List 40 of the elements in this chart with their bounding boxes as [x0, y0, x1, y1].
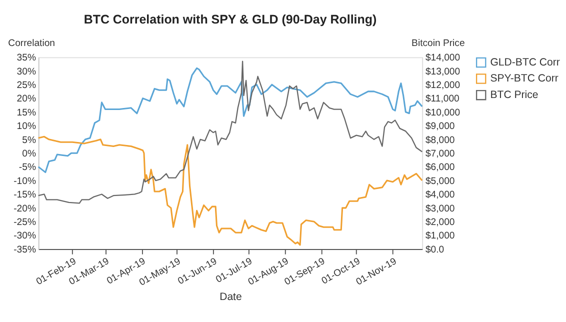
y-tick-label: 30%	[16, 66, 36, 78]
chart-title: BTC Correlation with SPY & GLD (90-Day Rolling)	[84, 12, 377, 27]
y2-tick-label: $5,000	[425, 176, 455, 187]
y-tick-label: -30%	[14, 230, 36, 242]
y2-tick-label: $9,000	[425, 121, 455, 132]
y2-tick-label: $7,000	[425, 148, 455, 160]
y2-tick-label: $1,000	[425, 230, 455, 242]
y-tick-label: -5%	[18, 162, 36, 174]
y-tick-label: 5%	[22, 134, 36, 146]
y2-tick-label: $6,000	[425, 162, 455, 174]
y2-tick-label: $11,000	[425, 94, 460, 105]
y2-tick-label: $14,000	[425, 52, 460, 64]
y2-tick-label: $4,000	[425, 190, 455, 201]
y-tick-label: 20%	[16, 94, 36, 105]
y-tick-label: -10%	[14, 176, 36, 187]
y2-tick-label: $12,000	[425, 80, 460, 91]
line-series	[38, 67, 423, 174]
y-tick-label: 0%	[22, 148, 36, 160]
y-tick-label: -25%	[14, 217, 36, 228]
line-series	[38, 136, 423, 246]
y2-axis-title: Bitcoin Price	[412, 38, 465, 50]
y-tick-label: 10%	[16, 121, 36, 132]
y2-tick-label: $3,000	[425, 203, 455, 214]
x-axis-title: Date	[220, 290, 242, 303]
y2-tick-label: $2,000	[425, 217, 455, 228]
legend-label: SPY-BTC Corr	[490, 72, 559, 85]
legend-label: BTC Price	[490, 88, 538, 101]
y-tick-label: 35%	[16, 52, 36, 64]
line-series	[38, 60, 423, 204]
y-tick-label: -35%	[14, 244, 36, 256]
y2-tick-label: $0.0	[425, 244, 444, 256]
y-tick-label: 15%	[16, 107, 36, 118]
y2-tick-label: $8,000	[425, 134, 455, 146]
y-tick-label: -20%	[14, 203, 36, 214]
legend-label: GLD-BTC Corr	[490, 56, 560, 68]
y-axis-title: Correlation	[8, 38, 56, 50]
y2-tick-label: $10,000	[425, 107, 460, 118]
y-tick-label: -15%	[14, 190, 36, 201]
y-tick-label: 25%	[16, 80, 36, 91]
y2-tick-label: $13,000	[425, 66, 460, 78]
